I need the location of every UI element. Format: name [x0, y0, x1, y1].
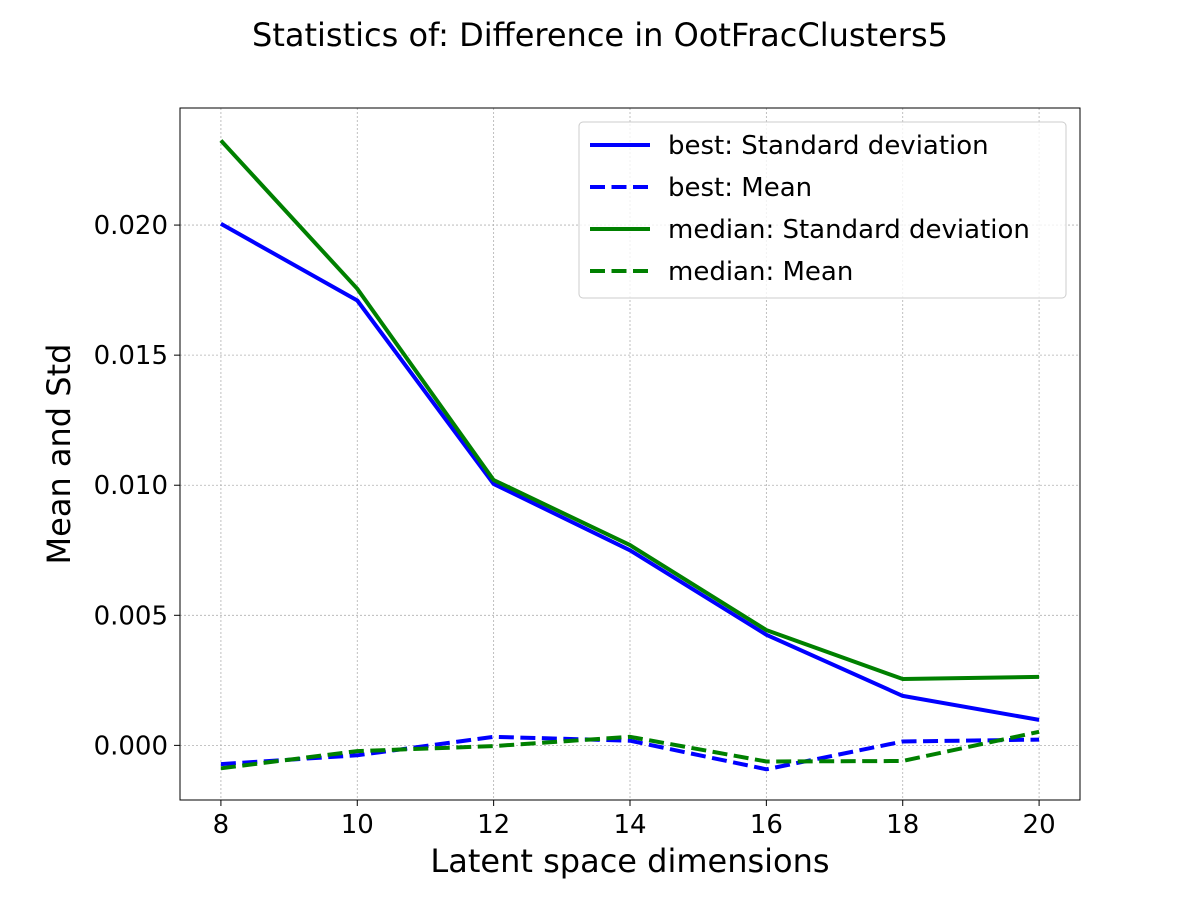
legend: best: Standard deviation best: Mean median…: [578, 121, 1067, 299]
series-layer: [219, 139, 1040, 772]
chart-title: Statistics of: Difference in OotFracClus…: [252, 16, 948, 54]
legend-box: [578, 121, 1067, 299]
y-axis-title: Mean and Std: [40, 344, 78, 565]
x-axis-title: Latent space dimensions: [430, 842, 829, 880]
series-line-best-mean: [220, 734, 1040, 772]
x-tick-label: 20: [1023, 810, 1056, 840]
x-tick-label: 10: [341, 810, 374, 840]
series-line-median-mean: [220, 729, 1040, 771]
x-tick-label: 18: [886, 810, 919, 840]
y-tick-label: 0.010: [94, 471, 168, 501]
legend-label: best: Mean: [668, 173, 812, 203]
x-axis: 8 10 12 14 16 18 20: [213, 800, 1056, 840]
y-axis: 0.000 0.005 0.010 0.015 0.020: [94, 211, 180, 761]
y-tick-label: 0.015: [94, 341, 168, 371]
series-line-median-standard-deviation: [219, 139, 1040, 681]
y-tick-label: 0.020: [94, 211, 168, 241]
series-line-best-standard-deviation: [219, 222, 1040, 722]
legend-label: best: Standard deviation: [668, 131, 989, 161]
x-tick-label: 8: [213, 810, 230, 840]
legend-label: median: Mean: [668, 257, 853, 287]
y-tick-label: 0.005: [94, 601, 168, 631]
grid-layer: [180, 108, 1080, 800]
y-tick-label: 0.000: [94, 731, 168, 761]
legend-label: median: Standard deviation: [668, 215, 1030, 245]
x-tick-label: 12: [477, 810, 510, 840]
x-tick-label: 14: [613, 810, 646, 840]
x-tick-label: 16: [750, 810, 783, 840]
